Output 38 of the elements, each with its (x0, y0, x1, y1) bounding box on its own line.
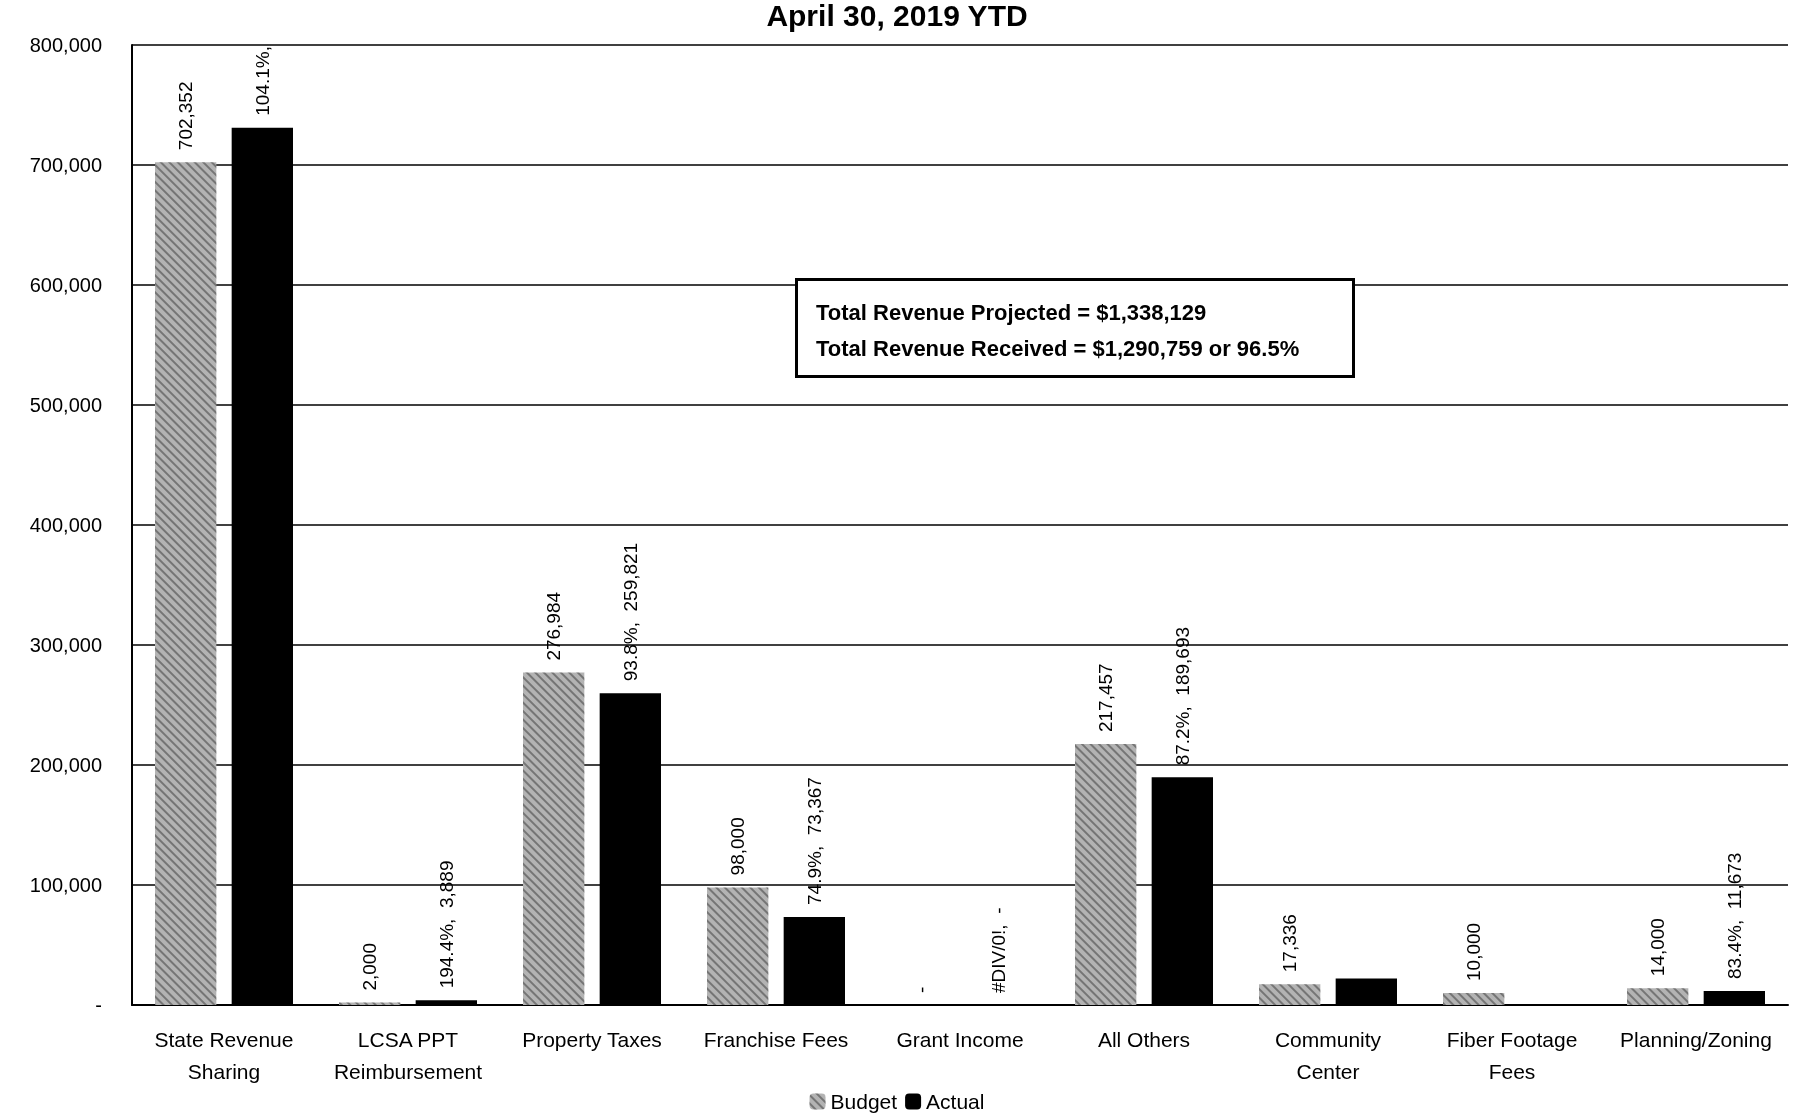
text-box: Total Revenue Projected = $1,338,129 Total Revenue Received = $1,290,759 or 96.5% (795, 278, 1355, 378)
data-label: 98,000 (727, 817, 749, 876)
y-tick-label: 500,000 (29, 394, 102, 416)
annotation: 104.1%, (252, 46, 274, 116)
annotation: #DIV/0!, - (988, 907, 1010, 993)
data-label: 276,984 (543, 591, 565, 661)
x-tick-label: Planning/Zoning (1620, 1027, 1772, 1051)
data-label: 2,000 (359, 943, 381, 991)
data-label: 74.9%, 73,367 (803, 777, 825, 905)
x-tick-label: Fiber Footage Fees (1446, 1027, 1578, 1083)
x-tick-label: Franchise Fees (703, 1027, 849, 1051)
y-tick-label: 600,000 (29, 274, 102, 296)
data-label: 702,352 (175, 81, 197, 151)
y-tick-label: 300,000 (29, 634, 102, 656)
data-label: 87.2%, 189,693 (1171, 626, 1193, 766)
y-tick-label: 100,000 (29, 874, 102, 896)
x-tick-label: All Others (1097, 1027, 1191, 1051)
x-tick-label: Grant Income (896, 1027, 1024, 1051)
y-tick-label: - (95, 994, 102, 1016)
data-label: 83.4%, 11,673 (1723, 852, 1745, 979)
x-tick-label: Property Taxes (522, 1027, 662, 1051)
data-label: 217,457 (1095, 663, 1117, 733)
data-label: 10,000 (1463, 922, 1485, 981)
x-tick-label: Community Center (1274, 1027, 1382, 1083)
y-tick-label: 800,000 (29, 34, 102, 56)
data-label: 14,000 (1647, 918, 1669, 977)
data-label: 93.8%, 259,821 (619, 542, 641, 682)
legend-label: Budget (830, 1090, 898, 1113)
y-tick-label: 200,000 (29, 754, 102, 776)
chart-title: April 30, 2019 YTD (766, 0, 1028, 32)
y-tick-label: 700,000 (29, 154, 102, 176)
x-tick-label: LCSA PPT Reimbursement (333, 1027, 483, 1083)
data-label: 17,336 (1279, 914, 1301, 973)
x-tick-label: State Revenue Sharing (154, 1027, 294, 1083)
legend-label: Actual (926, 1090, 985, 1113)
annotation: - (910, 986, 932, 993)
data-label: 194.4%, 3,889 (435, 860, 457, 989)
y-tick-label: 400,000 (29, 514, 102, 536)
